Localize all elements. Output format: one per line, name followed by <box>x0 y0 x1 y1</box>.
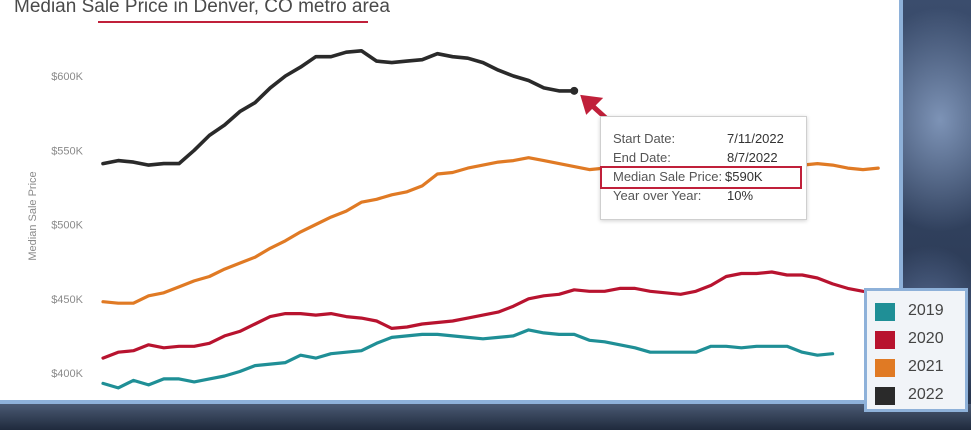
legend-swatch-2020 <box>875 331 895 349</box>
hovered-point-2022[interactable] <box>570 86 579 95</box>
legend-swatch-2022 <box>875 387 895 405</box>
tooltip-yoy-value: 10% <box>727 188 754 203</box>
legend: 2019 2020 2021 2022 <box>864 288 968 412</box>
legend-swatch-2021 <box>875 359 895 377</box>
y-tick-label: $450K <box>51 294 83 306</box>
tooltip-end-value: 8/7/2022 <box>727 150 778 165</box>
y-tick-label: $500K <box>51 220 83 232</box>
chart-panel: Median Sale Price in Denver, CO metro ar… <box>0 0 903 404</box>
y-tick-label: $400K <box>51 368 83 380</box>
legend-label-2022: 2022 <box>908 386 944 403</box>
legend-swatch-2019 <box>875 303 895 321</box>
y-tick-label: $550K <box>51 145 83 157</box>
tooltip-yoy-label: Year over Year: <box>613 188 702 203</box>
series-line-2020[interactable] <box>101 270 880 360</box>
series-line-2022[interactable] <box>101 48 577 167</box>
legend-label-2020: 2020 <box>908 330 944 347</box>
y-tick-label: $600K <box>51 71 83 83</box>
tooltip-price-value: $590K <box>725 169 763 184</box>
title-underline-annotation <box>98 21 368 23</box>
bottom-strip <box>0 404 971 430</box>
tooltip-price-label: Median Sale Price: <box>613 169 723 184</box>
tooltip-start-value: 7/11/2022 <box>727 131 784 146</box>
price-highlight-box <box>600 166 802 189</box>
tooltip-start-label: Start Date: <box>613 131 676 146</box>
tooltip-end-label: End Date: <box>613 150 671 165</box>
legend-label-2021: 2021 <box>908 358 944 375</box>
chart-title: Median Sale Price in Denver, CO metro ar… <box>14 0 390 17</box>
legend-label-2019: 2019 <box>908 302 944 319</box>
arrow-head-icon <box>580 94 604 115</box>
tooltip: Start Date: 7/11/2022 End Date: 8/7/2022… <box>600 116 807 220</box>
series-line-2019[interactable] <box>101 328 835 390</box>
